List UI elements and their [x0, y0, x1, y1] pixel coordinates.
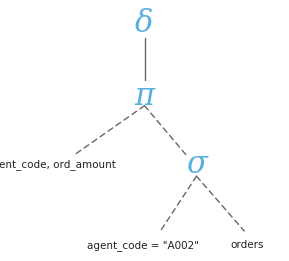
Text: orders: orders	[230, 240, 264, 250]
Text: agent_code, ord_amount: agent_code, ord_amount	[0, 159, 116, 170]
Text: agent_code = "A002": agent_code = "A002"	[87, 240, 199, 251]
Text: δ: δ	[135, 8, 154, 39]
Text: π: π	[134, 81, 155, 112]
Text: σ: σ	[186, 149, 207, 180]
